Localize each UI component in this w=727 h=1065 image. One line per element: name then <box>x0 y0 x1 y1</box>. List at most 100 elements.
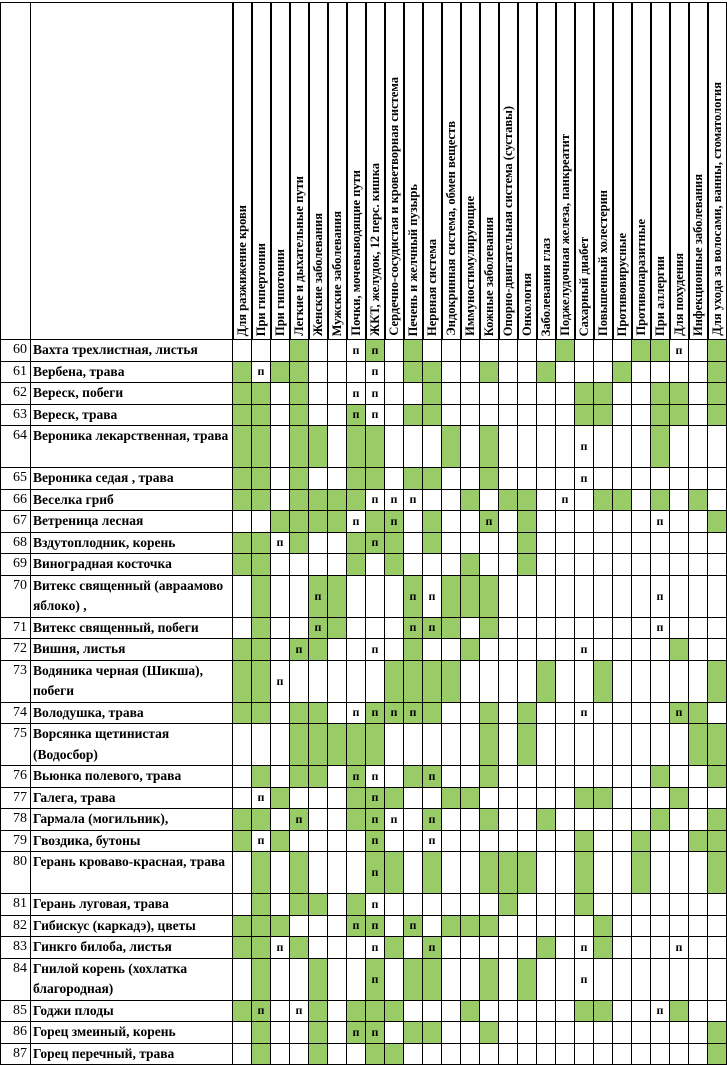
column-header[interactable]: Заболевания глаз <box>535 2 556 340</box>
cell-empty[interactable] <box>669 893 689 916</box>
cell-highlighted[interactable] <box>308 638 328 661</box>
cell-empty[interactable] <box>631 531 651 554</box>
cell-empty[interactable] <box>460 893 480 916</box>
cell-empty[interactable] <box>555 467 575 490</box>
cell-highlighted[interactable] <box>536 360 556 383</box>
cell-highlighted-marked[interactable]: п <box>403 574 423 618</box>
column-header[interactable]: Нервная система <box>421 2 442 340</box>
cell-empty[interactable] <box>441 339 461 362</box>
cell-empty[interactable] <box>346 360 366 383</box>
cell-highlighted[interactable] <box>346 488 366 511</box>
cell-empty[interactable] <box>536 616 556 639</box>
cell-empty[interactable] <box>536 786 556 809</box>
cell-empty[interactable] <box>327 1042 347 1065</box>
cell-empty[interactable] <box>707 553 727 576</box>
cell-empty[interactable] <box>631 403 651 426</box>
cell-empty[interactable] <box>232 339 252 362</box>
cell-highlighted[interactable] <box>251 765 271 788</box>
cell-highlighted[interactable] <box>498 893 518 916</box>
cell-highlighted[interactable] <box>308 701 328 724</box>
cell-empty[interactable] <box>555 999 575 1022</box>
cell-empty[interactable] <box>555 360 575 383</box>
herb-name[interactable]: Веселка гриб <box>30 488 233 511</box>
cell-empty[interactable] <box>555 808 575 831</box>
cell-highlighted[interactable] <box>365 723 385 766</box>
cell-empty[interactable] <box>460 936 480 959</box>
column-header[interactable]: Противовирусные <box>611 2 632 340</box>
cell-highlighted[interactable] <box>441 616 461 639</box>
cell-empty[interactable] <box>707 914 727 937</box>
cell-empty[interactable] <box>536 851 556 894</box>
cell-empty[interactable] <box>479 382 499 405</box>
cell-highlighted[interactable] <box>536 808 556 831</box>
cell-empty[interactable] <box>422 339 442 362</box>
cell-highlighted[interactable] <box>232 936 252 959</box>
cell-empty[interactable] <box>555 638 575 661</box>
cell-empty[interactable] <box>536 701 556 724</box>
cell-empty[interactable] <box>574 808 594 831</box>
cell-highlighted[interactable] <box>251 808 271 831</box>
cell-empty[interactable] <box>327 403 347 426</box>
cell-empty[interactable] <box>384 339 404 362</box>
column-header[interactable]: Сердечно-сосудистая и кроветворная систе… <box>383 2 404 340</box>
cell-highlighted[interactable] <box>327 488 347 511</box>
cell-highlighted[interactable] <box>403 403 423 426</box>
cell-highlighted[interactable] <box>460 638 480 661</box>
cell-empty[interactable] <box>498 638 518 661</box>
cell-empty[interactable] <box>498 1042 518 1065</box>
cell-empty[interactable] <box>593 851 613 894</box>
cell-empty[interactable] <box>631 723 651 766</box>
cell-empty[interactable] <box>631 425 651 468</box>
cell-empty[interactable] <box>460 957 480 1001</box>
cell-highlighted[interactable] <box>251 553 271 576</box>
cell-empty[interactable] <box>650 1042 670 1065</box>
cell-empty[interactable] <box>688 659 708 703</box>
cell-highlighted[interactable] <box>384 999 404 1022</box>
cell-marked[interactable]: п <box>422 829 442 852</box>
cell-highlighted[interactable] <box>308 723 328 766</box>
cell-highlighted[interactable] <box>403 765 423 788</box>
cell-empty[interactable] <box>384 829 404 852</box>
cell-empty[interactable] <box>555 829 575 852</box>
cell-empty[interactable] <box>441 403 461 426</box>
cell-empty[interactable] <box>346 851 366 894</box>
cell-highlighted[interactable] <box>384 936 404 959</box>
cell-empty[interactable] <box>555 701 575 724</box>
cell-empty[interactable] <box>479 936 499 959</box>
cell-empty[interactable] <box>327 829 347 852</box>
cell-empty[interactable] <box>498 723 518 766</box>
cell-highlighted[interactable] <box>460 574 480 618</box>
cell-empty[interactable] <box>498 957 518 1001</box>
cell-highlighted[interactable] <box>669 403 689 426</box>
cell-empty[interactable] <box>688 765 708 788</box>
cell-highlighted[interactable] <box>707 1021 727 1044</box>
cell-empty[interactable] <box>308 808 328 831</box>
cell-marked[interactable]: п <box>422 574 442 618</box>
cell-highlighted[interactable] <box>365 467 385 490</box>
cell-empty[interactable] <box>498 425 518 468</box>
cell-highlighted[interactable] <box>251 914 271 937</box>
cell-empty[interactable] <box>631 638 651 661</box>
cell-empty[interactable] <box>688 616 708 639</box>
herb-name[interactable]: Ветреница лесная <box>30 510 233 533</box>
cell-empty[interactable] <box>270 339 290 362</box>
cell-highlighted[interactable] <box>593 936 613 959</box>
cell-marked[interactable]: п <box>346 701 366 724</box>
cell-empty[interactable] <box>327 339 347 362</box>
cell-empty[interactable] <box>346 638 366 661</box>
cell-empty[interactable] <box>251 339 271 362</box>
cell-highlighted[interactable] <box>479 467 499 490</box>
cell-highlighted[interactable] <box>289 425 309 468</box>
cell-empty[interactable] <box>403 425 423 468</box>
cell-empty[interactable] <box>308 531 328 554</box>
cell-empty[interactable] <box>707 786 727 809</box>
cell-empty[interactable] <box>650 360 670 383</box>
cell-highlighted[interactable] <box>346 553 366 576</box>
herb-name[interactable]: Годжи плоды <box>30 999 233 1022</box>
cell-empty[interactable] <box>270 638 290 661</box>
column-header[interactable]: Сахарный диабет <box>573 2 594 340</box>
cell-empty[interactable] <box>232 786 252 809</box>
herb-name[interactable]: Вероника лекарственная, трава <box>30 425 233 468</box>
cell-empty[interactable] <box>441 701 461 724</box>
cell-empty[interactable] <box>479 531 499 554</box>
